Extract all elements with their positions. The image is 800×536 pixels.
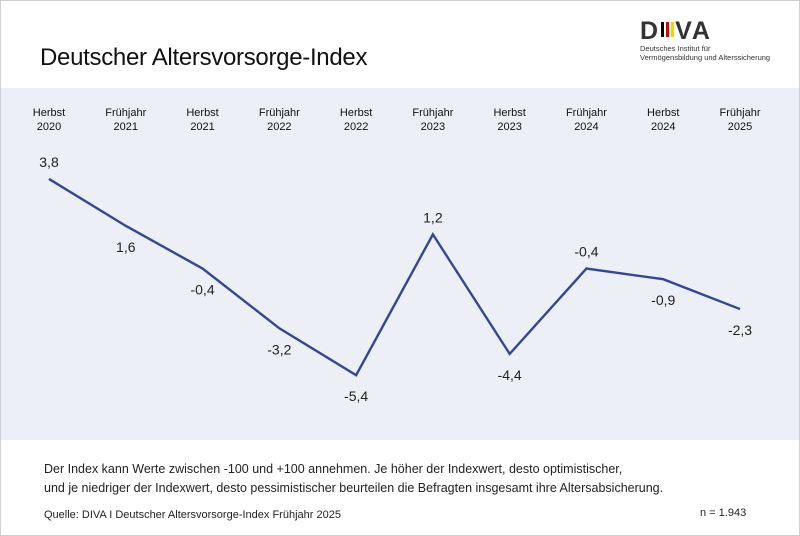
- flag-stripe-black: [661, 22, 665, 37]
- chart-title: Deutscher Altersvorsorge-Index: [40, 44, 368, 71]
- x-tick-label: 2021: [114, 121, 138, 133]
- logo-letters-va: VA: [675, 17, 712, 45]
- x-tick-label: 2025: [728, 121, 752, 133]
- x-tick-label: 2024: [651, 121, 675, 133]
- chart-background: [1, 88, 799, 440]
- logo-subtitle-line1: Deutsches Institut für: [640, 44, 711, 53]
- x-tick-label: 2024: [574, 121, 598, 133]
- flag-stripe-gold: [671, 22, 675, 37]
- x-tick-label: Herbst: [33, 107, 65, 119]
- x-tick-label: 2022: [344, 121, 368, 133]
- x-tick-label: Herbst: [647, 107, 679, 119]
- line-chart: Herbst 2020 Frühjahr 2021 Herbst 2021 Frühjahr…: [33, 107, 761, 404]
- x-tick-label: Frühjahr: [720, 107, 761, 119]
- data-label: -0,9: [651, 292, 675, 308]
- logo-letter-d: D: [640, 17, 661, 45]
- flag-stripe-red: [666, 22, 670, 37]
- data-label: -0,4: [190, 282, 214, 298]
- data-label: -4,4: [498, 367, 522, 383]
- x-tick-label: Herbst: [493, 107, 525, 119]
- series-line: [48, 177, 741, 377]
- data-labels: 3,8 1,6 -0,4 -3,2 -5,4 1,2 -4,4 -0,4 -0,9 -2,3: [39, 154, 752, 404]
- logo-wordmark: D VA: [640, 18, 780, 44]
- source-text: Quelle: DIVA I Deutscher Altersvorsorge-…: [44, 509, 341, 521]
- sample-size: n = 1.943: [700, 507, 747, 519]
- x-tick-label: 2023: [421, 121, 445, 133]
- x-tick-label: Frühjahr: [566, 107, 607, 119]
- x-tick-label: 2022: [267, 121, 291, 133]
- diva-logo: D VA Deutsches Institut für Vermögensbild…: [640, 18, 780, 62]
- x-tick-label: Frühjahr: [259, 107, 300, 119]
- explanation-note: Der Index kann Werte zwischen -100 und +…: [44, 460, 764, 498]
- x-tick-label: Frühjahr: [105, 107, 146, 119]
- note-line-2: und je niedriger der Indexwert, desto pe…: [44, 481, 664, 495]
- logo-subtitle-line2: Vermögensbildung und Alterssicherung: [640, 53, 771, 62]
- data-label: 1,6: [116, 239, 136, 255]
- x-tick-label: Herbst: [340, 107, 372, 119]
- data-label: -2,3: [728, 322, 752, 338]
- data-label: -0,4: [574, 244, 598, 260]
- data-label: -5,4: [344, 388, 368, 404]
- note-line-1: Der Index kann Werte zwischen -100 und +…: [44, 462, 623, 476]
- data-label: 3,8: [39, 154, 59, 170]
- x-tick-label: 2021: [190, 121, 214, 133]
- x-tick-label: Frühjahr: [412, 107, 453, 119]
- data-label: -3,2: [267, 341, 291, 357]
- x-tick-label: Herbst: [186, 107, 218, 119]
- x-tick-label: 2020: [37, 121, 61, 133]
- x-tick-label: 2023: [497, 121, 521, 133]
- x-axis-labels: Herbst 2020 Frühjahr 2021 Herbst 2021 Frühjahr…: [33, 107, 761, 133]
- data-label: 1,2: [423, 209, 443, 225]
